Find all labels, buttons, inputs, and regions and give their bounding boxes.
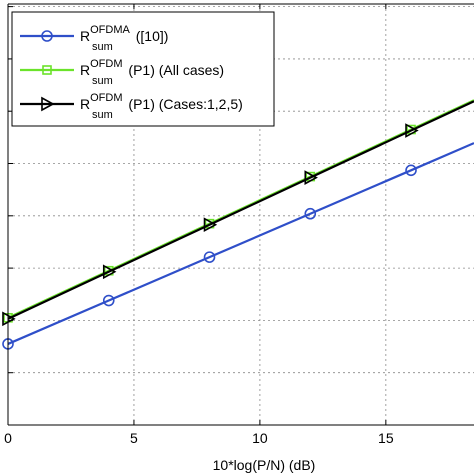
series-3: [2, 100, 474, 327]
x-tick-label: 15: [378, 430, 394, 446]
legend-item-2: ROFDM (P1) (All cases)sum: [20, 58, 224, 87]
data-point: [203, 217, 218, 233]
legend-label: ROFDM (P1) (Cases:1,2,5): [80, 92, 243, 112]
series-1: [2, 142, 474, 350]
legend-label: ROFDM (P1) (All cases): [80, 58, 224, 78]
legend-subscript: sum: [92, 75, 113, 87]
x-axis-label: 10*log(P/N) (dB): [213, 457, 316, 473]
data-point: [203, 251, 216, 263]
x-tick-label: 0: [4, 430, 12, 446]
legend-subscript: sum: [92, 41, 113, 53]
x-tick-label: 10: [252, 430, 268, 446]
data-point: [405, 123, 419, 138]
data-point: [102, 264, 117, 280]
axes: 0 5 10 15: [4, 3, 474, 446]
data-point: [102, 294, 115, 307]
legend-item-1: ROFDMA ([10])sum: [20, 24, 168, 53]
legend-subscript: sum: [92, 109, 113, 121]
legend-marker: [41, 96, 55, 112]
series-group: [2, 99, 474, 350]
legend-marker: [42, 65, 52, 75]
series-line: [7, 142, 474, 345]
legend-label: ROFDMA ([10]): [80, 24, 168, 44]
data-point: [304, 170, 318, 185]
data-point: [405, 164, 417, 177]
legend-item-3: ROFDM (P1) (Cases:1,2,5)sum: [20, 92, 243, 121]
series-line: [7, 100, 474, 320]
x-tick-label: 5: [130, 430, 138, 446]
data-point: [304, 207, 317, 220]
legend-marker: [41, 30, 53, 42]
